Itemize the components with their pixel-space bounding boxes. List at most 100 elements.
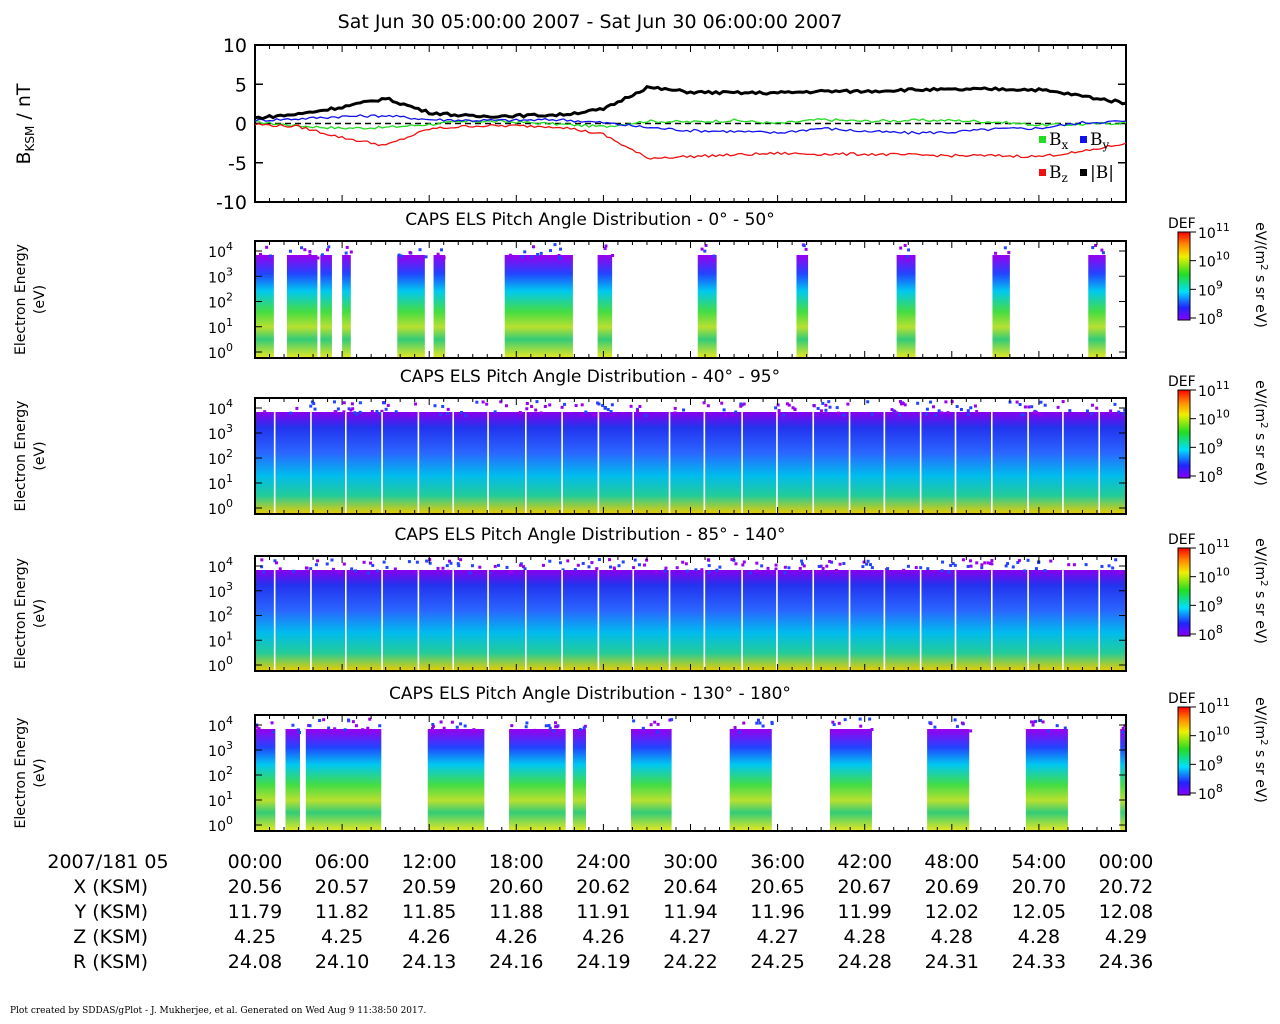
speckle [636,409,639,412]
colorbar-label: DEF [1168,532,1196,548]
ephemeris-value: 20.62 [576,876,630,898]
speckle [741,563,744,566]
colorbar [1178,390,1190,478]
speckle [653,721,656,724]
speckle [657,723,660,726]
speckle [638,405,641,408]
speckle [1091,246,1094,249]
speckle [929,401,932,404]
speckle [604,244,607,247]
speckle [566,559,569,562]
data-block [830,729,872,831]
ephemeris-value: 20.60 [489,876,543,898]
colorbar-tick-label: 108 [1198,623,1223,644]
speckle [829,406,832,409]
speckle [609,566,612,569]
data-gap [310,412,312,514]
speckle [1019,403,1022,406]
speckle [457,564,460,567]
speckle [315,563,318,566]
data-gap [561,412,563,514]
speckle [575,404,578,407]
time-tick-label: 54:00 [1012,851,1067,873]
colorbar-unit: eV/(m2 s sr eV) [1252,697,1269,803]
speckle [1095,407,1098,410]
speckle [803,564,806,567]
speckle [355,413,358,416]
speckle [694,568,697,571]
speckle [597,402,600,405]
speckle [478,566,481,569]
y-tick-label: 102 [208,291,233,312]
speckle [604,407,607,410]
speckle [598,558,601,561]
speckle [681,561,684,564]
speckle [464,724,467,727]
y-tick-label: 100 [208,497,233,518]
speckle [886,567,889,570]
speckle [385,566,388,569]
speckle [701,248,704,251]
y-tick-label: 104 [208,240,233,261]
speckle [383,561,386,564]
speckle [638,563,641,566]
speckle [734,726,737,729]
speckle [441,405,444,408]
speckle [352,720,355,723]
speckle [608,558,611,561]
speckle [784,571,787,574]
speckle [1027,406,1030,409]
y-axis-unit: (eV) [32,758,48,787]
speckle [844,718,847,721]
spectrogram-panel-4: CAPS ELS Pitch Angle Distribution - 130°… [13,684,1269,835]
speckle [1108,564,1111,567]
data-gap [598,570,600,671]
speckle [260,558,263,561]
data-block [992,255,1009,358]
y-tick-label: 0 [235,114,247,136]
data-gap [598,412,600,514]
speckle [361,728,364,731]
speckle [1111,566,1114,569]
speckle [350,567,353,570]
speckle [525,721,528,724]
speckle [859,718,862,721]
ephemeris-value: 4.28 [931,926,973,948]
ephemeris-value: 4.26 [408,926,450,948]
speckle [730,558,733,561]
speckle [643,564,646,567]
speckle [867,560,870,563]
speckle [907,565,910,568]
speckle [519,564,522,567]
speckle [425,255,428,258]
speckle [915,566,918,569]
speckle [581,403,584,406]
speckle [378,724,381,727]
speckle [342,410,345,413]
speckle [771,722,774,725]
series-line-bz [255,124,1126,159]
data-block [255,255,274,358]
ephemeris-value: 12.08 [1099,901,1153,923]
speckle [866,400,869,403]
speckle [263,410,266,413]
speckle [949,564,952,567]
speckle [595,567,598,570]
speckle [724,414,727,417]
speckle [610,410,613,413]
speckle [755,722,758,725]
speckle [758,722,761,725]
data-gap [776,570,778,671]
speckle [1062,400,1065,403]
data-gap [669,570,671,671]
speckle [803,244,806,247]
speckle [338,571,341,574]
speckle [634,559,637,562]
speckle [685,562,688,565]
speckle [948,570,951,573]
speckle [749,572,752,575]
y-tick-label: 101 [208,316,233,337]
ephemeris-value: 11.79 [228,901,282,923]
speckle [902,569,905,572]
data-block [796,255,808,358]
